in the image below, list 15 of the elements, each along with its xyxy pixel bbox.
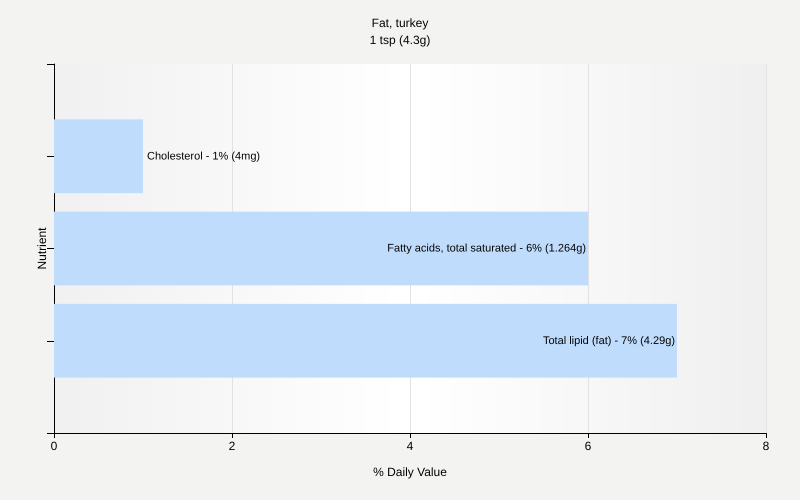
- y-axis-title: Nutrient: [35, 226, 49, 270]
- bar: [54, 119, 143, 194]
- x-tick-label: 6: [584, 439, 592, 453]
- x-tick-label: 4: [406, 439, 414, 453]
- x-axis-title: % Daily Value: [373, 465, 448, 479]
- chart-subtitle: 1 tsp (4.3g): [370, 33, 430, 47]
- bar: [54, 304, 677, 378]
- annotation: Fatty acids, total saturated - 6% (1.264g): [387, 242, 586, 254]
- bar: [54, 212, 588, 286]
- annotation: Total lipid (fat) - 7% (4.29g): [542, 334, 675, 347]
- x-tick-label: 2: [228, 439, 236, 453]
- chart-title: Fat, turkey: [372, 16, 428, 30]
- x-tick-label: 8: [762, 439, 770, 453]
- annotation: Cholesterol - 1% (4mg): [147, 150, 260, 162]
- x-tick-label: 0: [50, 439, 58, 453]
